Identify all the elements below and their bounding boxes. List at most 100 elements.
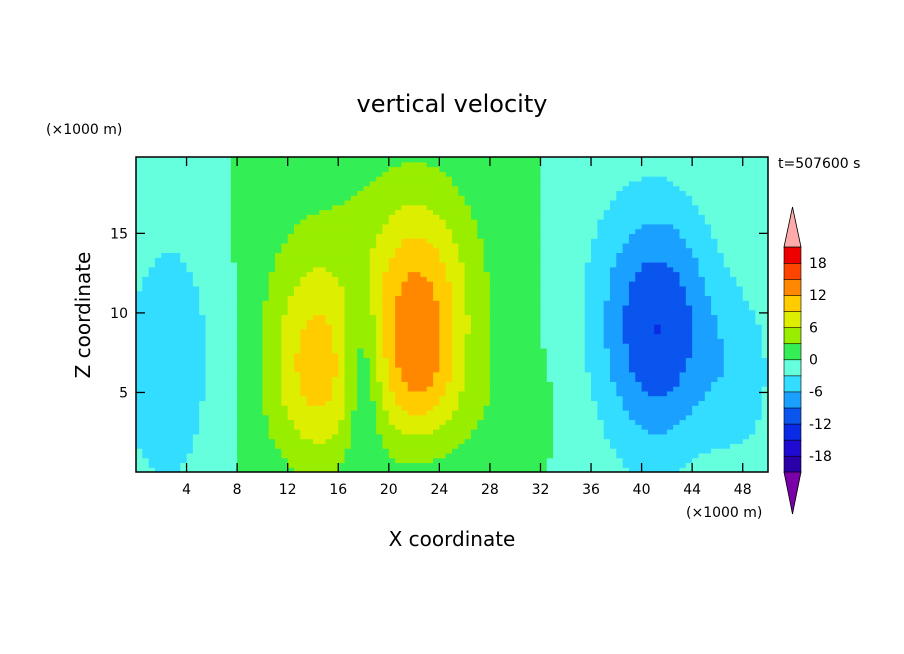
field-cell bbox=[578, 314, 586, 320]
field-cell bbox=[224, 457, 232, 464]
field-cell bbox=[268, 338, 276, 344]
field-cell bbox=[610, 304, 617, 311]
field-cell bbox=[363, 409, 371, 416]
field-cell bbox=[331, 467, 339, 472]
field-cell bbox=[249, 409, 257, 416]
field-cell bbox=[439, 362, 447, 368]
field-cell bbox=[230, 362, 238, 368]
field-cell bbox=[136, 371, 143, 378]
field-cell bbox=[540, 429, 548, 435]
field-cell bbox=[357, 400, 365, 406]
field-cell bbox=[306, 309, 314, 316]
field-cell bbox=[319, 157, 327, 163]
field-cell bbox=[489, 304, 497, 311]
field-cell bbox=[534, 290, 542, 297]
field-cell bbox=[154, 357, 162, 363]
field-cell bbox=[477, 362, 485, 368]
field-cell bbox=[218, 328, 226, 335]
field-cell bbox=[154, 319, 162, 325]
field-cell bbox=[527, 304, 535, 311]
field-cell bbox=[420, 433, 428, 440]
field-cell bbox=[527, 405, 535, 411]
field-cell bbox=[331, 176, 339, 182]
field-cell bbox=[148, 185, 156, 192]
field-cell bbox=[319, 300, 327, 306]
field-cell bbox=[546, 180, 554, 187]
field-cell bbox=[173, 295, 181, 301]
field-cell bbox=[565, 352, 573, 359]
field-cell bbox=[338, 166, 346, 172]
field-cell bbox=[496, 266, 504, 273]
field-cell bbox=[142, 376, 150, 382]
field-cell bbox=[281, 228, 289, 234]
field-cell bbox=[331, 347, 339, 354]
field-cell bbox=[173, 252, 181, 258]
field-cell bbox=[300, 209, 308, 215]
field-cell bbox=[224, 314, 232, 320]
field-cell bbox=[369, 309, 377, 316]
field-cell bbox=[369, 176, 377, 182]
field-cell bbox=[578, 214, 586, 220]
field-cell bbox=[382, 362, 390, 368]
field-cell bbox=[325, 462, 333, 468]
field-cell bbox=[546, 271, 554, 277]
field-cell bbox=[591, 304, 598, 311]
field-cell bbox=[388, 357, 396, 363]
field-cell bbox=[489, 357, 497, 363]
field-cell bbox=[369, 405, 377, 411]
field-cell bbox=[148, 219, 156, 225]
field-cell bbox=[306, 285, 314, 292]
field-cell bbox=[312, 262, 320, 268]
field-cell bbox=[230, 228, 238, 234]
field-cell bbox=[401, 199, 409, 206]
field-cell bbox=[603, 400, 611, 406]
field-cell bbox=[382, 457, 390, 464]
field-cell bbox=[534, 314, 542, 320]
field-cell bbox=[445, 314, 453, 320]
field-cell bbox=[376, 386, 384, 392]
field-cell bbox=[230, 347, 238, 354]
field-cell bbox=[395, 214, 403, 220]
field-cell bbox=[483, 271, 491, 277]
field-cell bbox=[357, 338, 365, 344]
field-cell bbox=[161, 190, 169, 196]
field-cell bbox=[470, 429, 478, 435]
field-cell bbox=[281, 328, 289, 335]
field-cell bbox=[173, 438, 181, 444]
field-cell bbox=[300, 219, 308, 225]
field-cell bbox=[559, 228, 567, 234]
field-cell bbox=[256, 290, 263, 297]
field-cell bbox=[281, 357, 289, 363]
field-cell bbox=[344, 371, 352, 378]
field-cell bbox=[369, 381, 377, 387]
field-cell bbox=[186, 324, 194, 330]
field-cell bbox=[483, 390, 491, 397]
field-cell bbox=[369, 467, 377, 472]
field-cell bbox=[319, 347, 327, 354]
field-cell bbox=[502, 443, 510, 449]
field-cell bbox=[199, 357, 207, 363]
field-cell bbox=[148, 333, 156, 339]
field-cell bbox=[262, 352, 270, 359]
field-cell bbox=[565, 171, 573, 177]
field-cell bbox=[395, 405, 403, 411]
field-cell bbox=[331, 405, 339, 411]
field-cell bbox=[148, 180, 156, 187]
field-cell bbox=[294, 443, 301, 449]
field-cell bbox=[331, 290, 339, 297]
field-cell bbox=[136, 185, 143, 192]
field-cell bbox=[275, 343, 282, 349]
field-cell bbox=[578, 352, 586, 359]
field-cell bbox=[344, 295, 352, 301]
field-cell bbox=[584, 309, 592, 316]
field-cell bbox=[483, 262, 491, 268]
field-cell bbox=[344, 195, 352, 201]
field-cell bbox=[256, 462, 263, 468]
field-cell bbox=[218, 467, 226, 472]
field-cell bbox=[470, 223, 478, 230]
field-cell bbox=[414, 252, 421, 258]
field-cell bbox=[186, 242, 194, 249]
field-cell bbox=[452, 266, 459, 273]
field-cell bbox=[167, 328, 175, 335]
field-cell bbox=[325, 324, 333, 330]
